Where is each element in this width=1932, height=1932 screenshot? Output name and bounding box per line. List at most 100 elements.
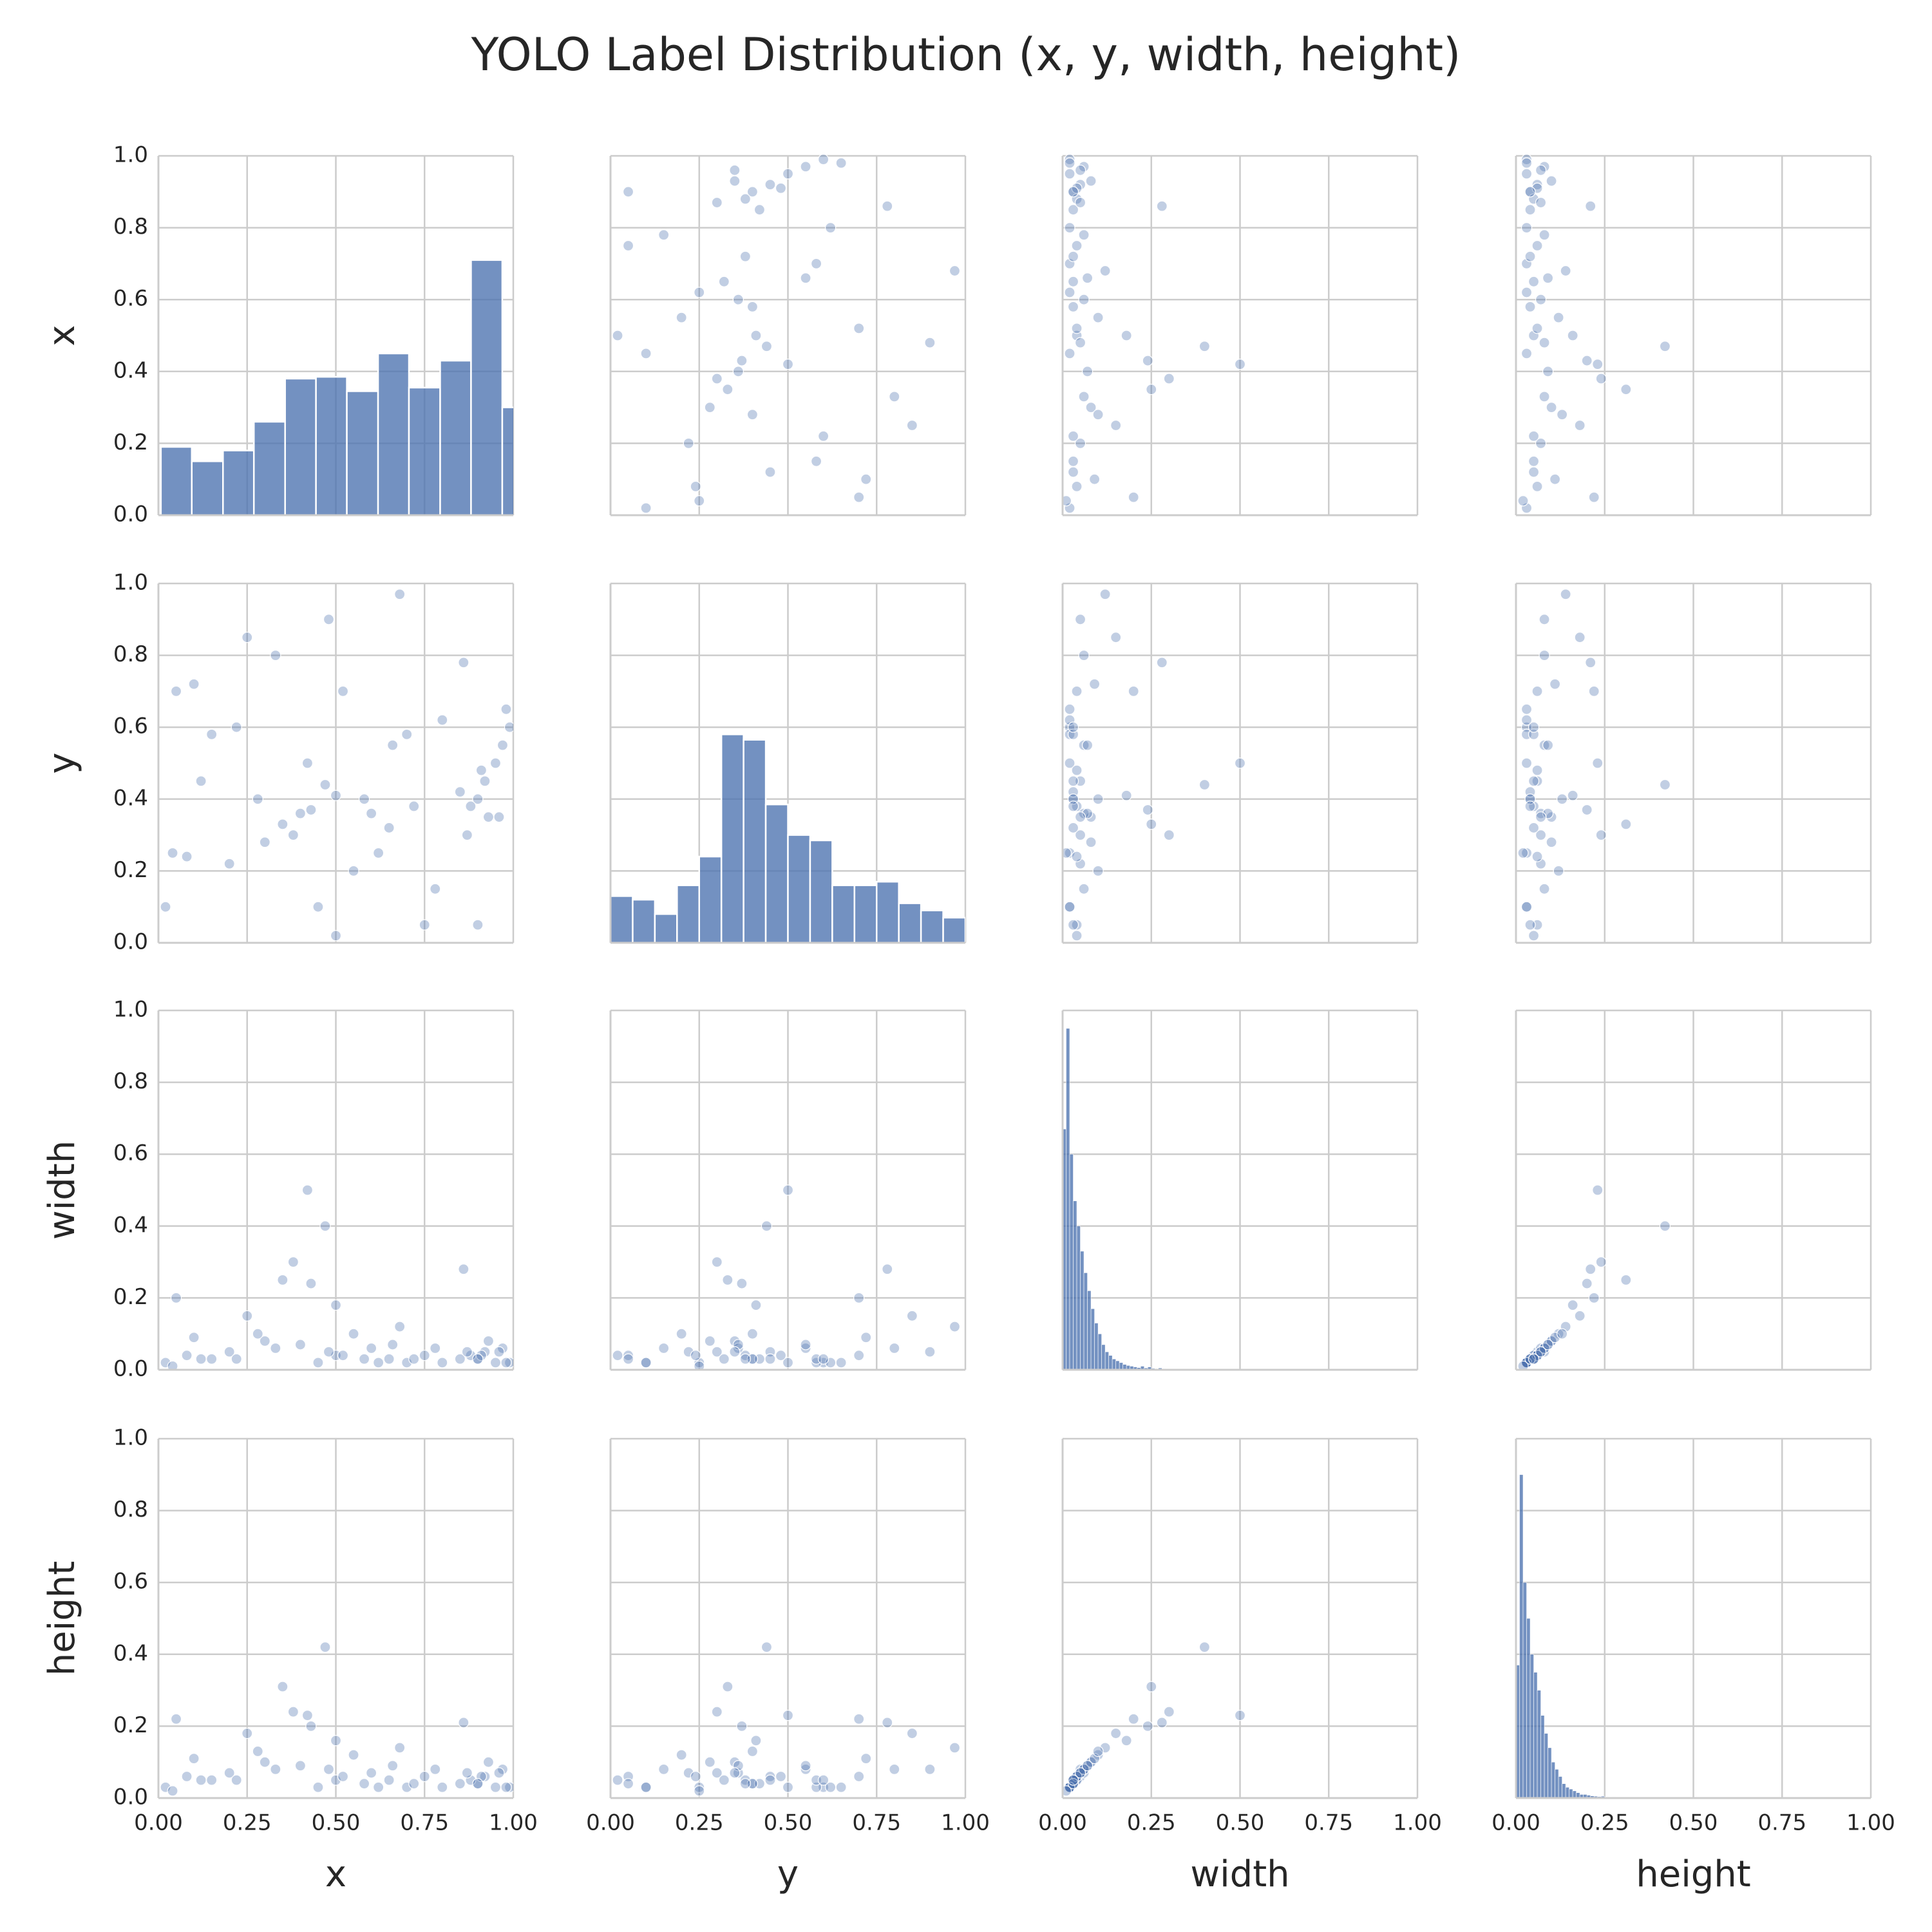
scatter-point — [711, 1346, 723, 1358]
scatter-point — [746, 1745, 759, 1757]
scatter-point — [729, 175, 741, 187]
scatter-point — [1064, 348, 1075, 359]
y-tick-label: 1.0 — [113, 997, 148, 1023]
scatter-point — [1517, 847, 1529, 859]
scatter-point — [1088, 1753, 1101, 1765]
scatter-point — [394, 589, 406, 600]
scatter-point — [750, 1299, 762, 1311]
marks — [1063, 589, 1246, 942]
scatter-point — [252, 1328, 263, 1340]
y-tick-label: 0.2 — [113, 857, 148, 883]
marks — [160, 1642, 513, 1797]
scatter-point — [1063, 847, 1072, 859]
marks — [1063, 1028, 1170, 1370]
scatter-point — [1574, 632, 1586, 643]
scatter-point — [1588, 685, 1600, 697]
scatter-point — [195, 1353, 207, 1365]
scatter-point — [732, 366, 744, 377]
scatter-point — [800, 1339, 811, 1350]
scatter-point — [472, 919, 484, 931]
scatter-point — [206, 1353, 218, 1365]
scatter-point — [612, 330, 623, 341]
scatter-point — [1524, 186, 1536, 198]
scatter-point — [1074, 858, 1086, 869]
scatter-point — [319, 779, 331, 791]
scatter-point — [704, 401, 715, 413]
scatter-point — [889, 1763, 900, 1775]
marks — [160, 259, 513, 515]
histogram-bar — [1094, 1323, 1099, 1370]
scatter-point — [1074, 829, 1086, 841]
scatter-point — [1524, 301, 1536, 312]
scatter-point — [500, 1781, 512, 1793]
scatter-point — [882, 1717, 893, 1728]
histogram-bar — [1097, 1333, 1102, 1370]
scatter-point — [1535, 858, 1547, 869]
scatter-point — [1581, 355, 1593, 366]
y-tick-label: 0.6 — [113, 1141, 148, 1166]
scatter-point — [1071, 851, 1083, 862]
histogram-bar — [698, 855, 723, 943]
scatter-point — [1520, 703, 1533, 715]
scatter-point — [1520, 155, 1533, 166]
scatter-point — [1549, 1332, 1561, 1343]
scatter-point — [810, 455, 822, 467]
scatter-point — [1163, 1706, 1175, 1718]
scatter-point — [906, 1727, 918, 1739]
scatter-point — [270, 1342, 281, 1354]
scatter-point — [1142, 355, 1153, 366]
scatter-point — [1163, 829, 1175, 841]
scatter-point — [277, 819, 289, 830]
scatter-point — [1560, 265, 1571, 277]
scatter-point — [1560, 1321, 1571, 1332]
scatter-point — [694, 495, 705, 507]
scatter-point — [1085, 401, 1097, 413]
scatter-point — [287, 1256, 299, 1268]
scatter-point — [383, 822, 395, 834]
panel — [609, 582, 967, 944]
panel — [609, 155, 967, 516]
scatter-point — [817, 1353, 829, 1365]
scatter-point — [1557, 1328, 1568, 1340]
scatter-point — [301, 1710, 314, 1721]
scatter-point — [1542, 1339, 1554, 1350]
scatter-point — [167, 1785, 178, 1797]
scatter-point — [711, 373, 723, 384]
scatter-point — [729, 164, 741, 176]
scatter-point — [1542, 808, 1554, 819]
scatter-point — [761, 1220, 773, 1232]
scatter-point — [1528, 775, 1540, 787]
scatter-point — [782, 359, 794, 370]
scatter-point — [1081, 739, 1094, 751]
scatter-point — [454, 1353, 466, 1365]
scatter-point — [401, 1781, 413, 1793]
histogram-bar — [1115, 1360, 1120, 1370]
histogram-bar — [898, 902, 922, 943]
scatter-point — [1531, 323, 1543, 334]
scatter-point — [1074, 1767, 1086, 1779]
scatter-point — [1524, 1353, 1536, 1365]
scatter-point — [1067, 1778, 1079, 1790]
histogram-bar — [501, 406, 513, 515]
scatter-point — [167, 847, 178, 859]
scatter-point — [1535, 196, 1547, 209]
scatter-point — [889, 391, 900, 402]
scatter-point — [1121, 790, 1132, 801]
marks — [1517, 589, 1671, 942]
scatter-point — [746, 301, 759, 312]
scatter-point — [1528, 455, 1540, 467]
scatter-point — [242, 1310, 253, 1321]
x-tick-label: 0.00 — [134, 1810, 183, 1836]
scatter-point — [1531, 775, 1543, 787]
scatter-point — [1539, 337, 1550, 348]
histogram-bar — [920, 909, 944, 943]
histogram-bar — [942, 916, 965, 943]
panel — [1515, 582, 1872, 944]
y-axis-label: width — [41, 1141, 83, 1240]
x-tick-label: 0.00 — [1492, 1810, 1540, 1836]
scatter-point — [1156, 1717, 1168, 1728]
scatter-point — [1067, 721, 1079, 733]
scatter-point — [1528, 1353, 1540, 1365]
histogram-bar — [1555, 1769, 1559, 1798]
x-tick-label: 1.00 — [1393, 1810, 1442, 1836]
